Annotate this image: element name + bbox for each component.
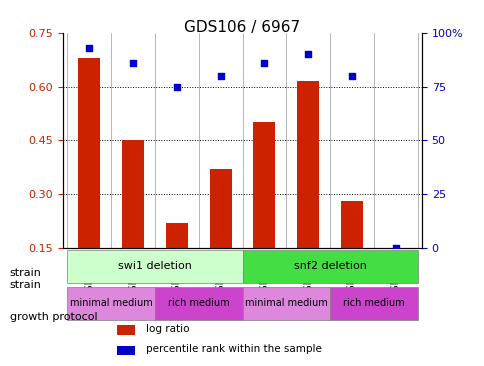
Text: GDS106 / 6967: GDS106 / 6967: [184, 20, 300, 35]
Text: log ratio: log ratio: [145, 324, 189, 334]
Bar: [340, 201, 362, 248]
Text: minimal medium: minimal medium: [244, 298, 327, 308]
Point: [391, 245, 399, 251]
Text: snf2 deletion: snf2 deletion: [293, 261, 366, 271]
Point: [129, 60, 136, 66]
FancyBboxPatch shape: [155, 287, 242, 320]
Point: [85, 45, 93, 51]
Point: [216, 73, 224, 79]
Text: minimal medium: minimal medium: [70, 298, 152, 308]
Bar: [166, 223, 187, 248]
FancyBboxPatch shape: [242, 287, 329, 320]
FancyBboxPatch shape: [67, 250, 242, 283]
Bar: [78, 58, 100, 248]
Bar: [117, 346, 135, 355]
FancyBboxPatch shape: [67, 287, 155, 320]
Text: rich medium: rich medium: [167, 298, 229, 308]
Text: swi1 deletion: swi1 deletion: [118, 261, 192, 271]
Bar: [117, 325, 135, 335]
Bar: [209, 169, 231, 248]
Text: strain: strain: [10, 280, 42, 291]
Bar: [122, 141, 144, 248]
Point: [303, 52, 311, 57]
FancyBboxPatch shape: [329, 287, 417, 320]
Bar: [384, 248, 406, 302]
Text: growth protocol: growth protocol: [10, 311, 97, 322]
Bar: [253, 123, 275, 248]
Point: [348, 73, 355, 79]
Text: percentile rank within the sample: percentile rank within the sample: [145, 344, 321, 354]
Text: strain: strain: [10, 268, 42, 278]
Point: [173, 84, 181, 90]
FancyBboxPatch shape: [242, 250, 417, 283]
Text: rich medium: rich medium: [342, 298, 404, 308]
Bar: [297, 81, 318, 248]
Point: [260, 60, 268, 66]
